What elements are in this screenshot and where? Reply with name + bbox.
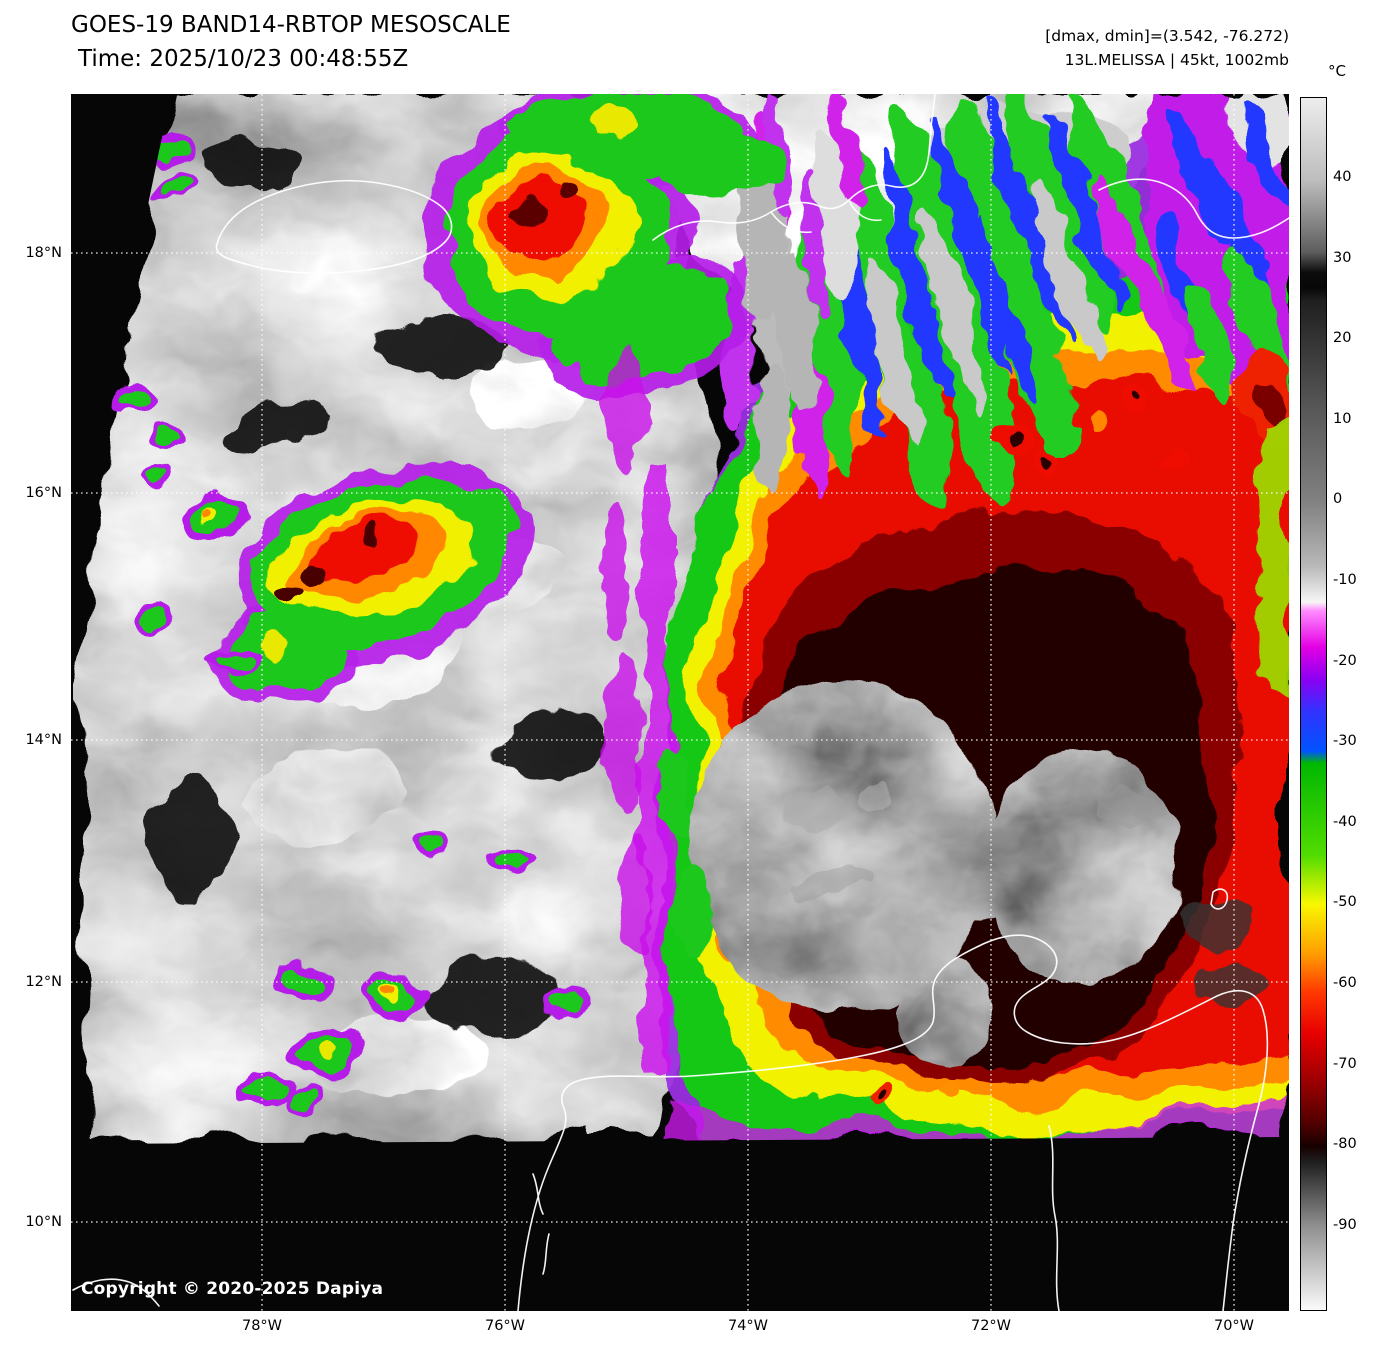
colorbar-tick-m30: -30: [1333, 733, 1357, 749]
lon-label-72w: 72°W: [970, 1318, 1012, 1334]
colorbar-tick-m50: -50: [1333, 894, 1357, 910]
colorbar-tick-40: 40: [1333, 169, 1352, 185]
image-timestamp: Time: 2025/10/23 00:48:55Z: [78, 46, 409, 72]
lat-label-18n: 18°N: [25, 245, 62, 261]
temperature-colorbar: [1300, 97, 1327, 1311]
image-title: GOES-19 BAND14-RBTOP MESOSCALE: [71, 12, 511, 38]
lat-label-10n: 10°N: [25, 1214, 62, 1230]
colorbar-tick-m10: -10: [1333, 572, 1357, 588]
dmax-dmin-readout: [dmax, dmin]=(3.542, -76.272): [1045, 27, 1289, 45]
colorbar-tick-20: 20: [1333, 330, 1352, 346]
satellite-map-panel: Copyright © 2020-2025 Dapiya: [71, 94, 1289, 1311]
colorbar-tick-m90: -90: [1333, 1217, 1357, 1233]
header-readouts: [dmax, dmin]=(3.542, -76.272) 13L.MELISS…: [1045, 24, 1289, 72]
lon-label-78w: 78°W: [241, 1318, 283, 1334]
lat-label-14n: 14°N: [25, 732, 62, 748]
mesovortex-swirls: [781, 780, 1259, 1004]
colorbar-tick-10: 10: [1333, 411, 1352, 427]
copyright-watermark: Copyright © 2020-2025 Dapiya: [81, 1279, 384, 1299]
satellite-image: [71, 94, 1289, 1311]
colorbar-tick-m60: -60: [1333, 975, 1357, 991]
lon-label-70w: 70°W: [1213, 1318, 1255, 1334]
convective-cell-a: [421, 94, 785, 396]
convective-cell-b: [209, 463, 532, 707]
colorbar-tick-m80: -80: [1333, 1136, 1357, 1152]
graticule-gridlines: [71, 94, 1289, 1311]
colorbar-tick-30: 30: [1333, 250, 1352, 266]
storm-readout: 13L.MELISSA | 45kt, 1002mb: [1064, 51, 1289, 69]
lat-label-12n: 12°N: [25, 974, 62, 990]
coastlines: [72, 94, 1289, 1311]
scattered-cells: [109, 136, 955, 1113]
lon-label-74w: 74°W: [727, 1318, 769, 1334]
colorbar-tick-m20: -20: [1333, 653, 1357, 669]
colorbar-tick-m70: -70: [1333, 1056, 1357, 1072]
lat-label-16n: 16°N: [25, 485, 62, 501]
lon-label-76w: 76°W: [484, 1318, 526, 1334]
colorbar-tick-0: 0: [1333, 491, 1343, 507]
colorbar-unit: °C: [1328, 62, 1346, 80]
colorbar-tick-m40: -40: [1333, 814, 1357, 830]
